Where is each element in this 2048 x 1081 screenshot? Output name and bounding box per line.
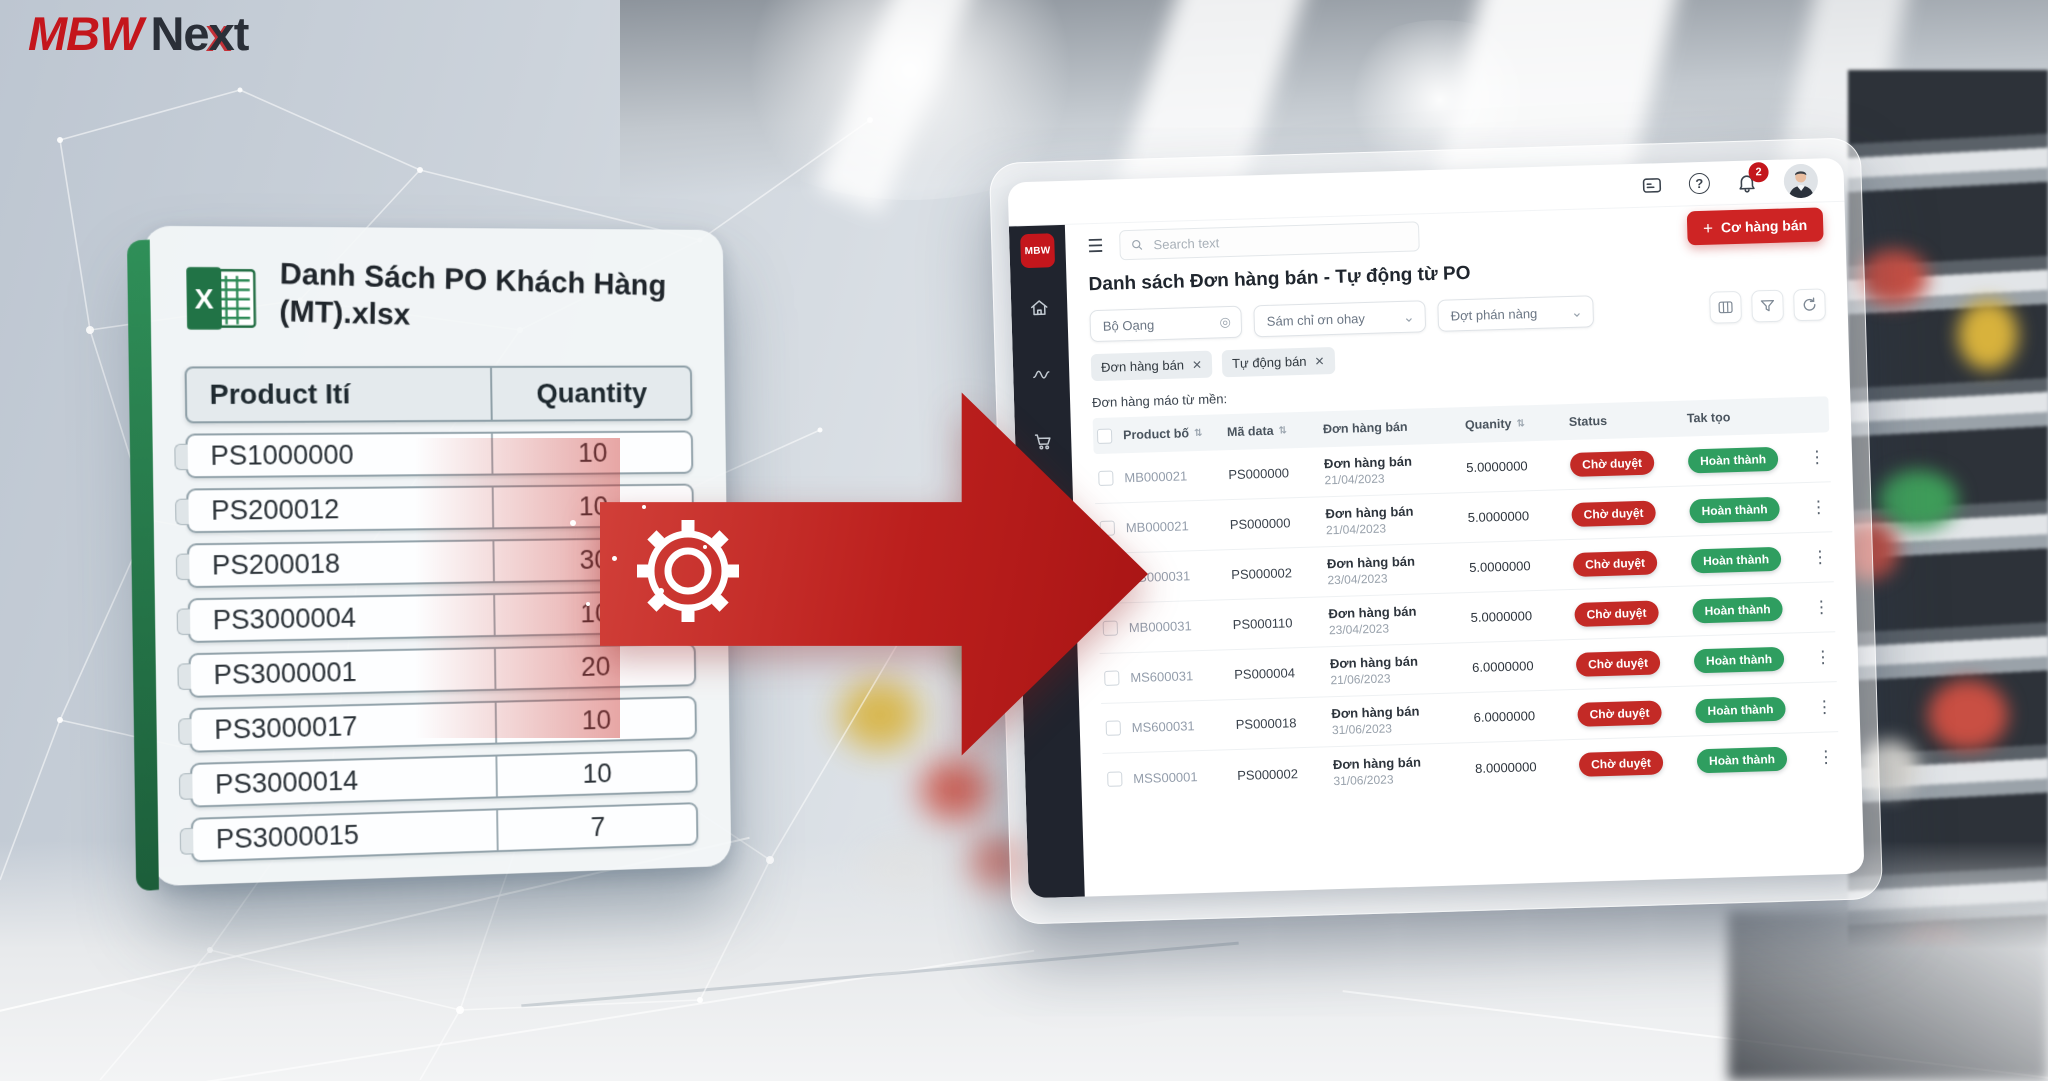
floor-background <box>0 841 2048 1081</box>
kebab-menu-icon[interactable]: ⋮ <box>1814 647 1832 667</box>
result-badge: Hoàn thành <box>1687 446 1779 473</box>
header-order: Đơn hàng bán <box>1322 419 1408 437</box>
filter-funnel-button[interactable] <box>1751 289 1785 323</box>
notification-count-badge: 2 <box>1748 161 1769 183</box>
red-glow-band <box>415 438 620 738</box>
sparkle <box>570 520 576 526</box>
apps-card-icon[interactable] <box>1641 174 1664 197</box>
plus-icon: + <box>1702 218 1714 238</box>
kebab-menu-icon[interactable]: ⋮ <box>1811 547 1829 567</box>
result-badge: Hoàn thành <box>1693 646 1785 673</box>
excel-file-card: X Danh Sách PO Khách Hàng (MT).xlsx Prod… <box>143 225 732 887</box>
sort-icon: ⇅ <box>1193 427 1203 439</box>
mbw-next-logo: MBW Next <box>28 7 249 60</box>
shelf-base-shadow <box>1728 911 2048 1081</box>
header-code[interactable]: Mã data ⇅ <box>1226 423 1288 440</box>
header-actions: Tak tọo <box>1686 410 1731 426</box>
filters-row: Bộ Oạng ◎ Sám chỉ ơn ohay ⌄ Đợt phán nàn… <box>1089 295 1595 343</box>
result-badge: Hoàn thành <box>1690 546 1782 573</box>
filter-chip[interactable]: Tự động bán ✕ <box>1221 346 1335 378</box>
sidebar-item-reports[interactable] <box>1031 364 1052 390</box>
help-icon[interactable]: ? <box>1688 172 1711 195</box>
shelf-product-blob <box>1928 680 2008 750</box>
sort-icon: ⇅ <box>1516 417 1526 430</box>
excel-icon: X <box>186 257 260 340</box>
sparkle <box>642 505 646 509</box>
result-badge: Hoàn thành <box>1692 596 1783 623</box>
status-badge: Chờ duyệt <box>1574 599 1659 627</box>
hamburger-menu-icon[interactable]: ☰ <box>1087 235 1104 257</box>
shelf-product-blob <box>1878 470 1958 530</box>
header-status: Status <box>1568 413 1608 430</box>
close-icon[interactable]: ✕ <box>1314 353 1325 369</box>
target-icon: ◎ <box>1219 314 1232 330</box>
refresh-button[interactable] <box>1793 288 1827 322</box>
transfer-arrow <box>600 385 1148 763</box>
status-badge: Chờ duyệt <box>1571 499 1656 527</box>
app-topbar: ? 2 <box>1007 157 1845 227</box>
sidebar-item-home[interactable] <box>1029 297 1050 323</box>
row-checkbox[interactable] <box>1107 770 1123 787</box>
shelf-product-blob <box>1958 300 2018 370</box>
excel-filename: Danh Sách PO Khách Hàng (MT).xlsx <box>279 257 667 332</box>
status-badge: Chờ duyệt <box>1575 649 1661 677</box>
notifications-bell-icon[interactable]: 2 <box>1736 161 1769 194</box>
excel-product-cell: PS3000015 <box>215 819 360 855</box>
table-action-buttons <box>1709 288 1827 324</box>
sidebar-mbw-logo[interactable]: MBW <box>1020 233 1056 269</box>
header-quantity[interactable]: Quanity ⇅ <box>1464 416 1526 433</box>
filter-preset[interactable]: Bộ Oạng ◎ <box>1089 305 1243 343</box>
sidebar-item-orders[interactable] <box>1033 431 1054 457</box>
kebab-menu-icon[interactable]: ⋮ <box>1815 697 1834 717</box>
shelf-product-blob <box>1858 250 1928 305</box>
filter-chip[interactable]: Đơn hàng bán ✕ <box>1090 350 1213 382</box>
chevron-down-icon: ⌄ <box>1570 303 1583 320</box>
result-badge: Hoàn thành <box>1689 496 1780 523</box>
kebab-menu-icon[interactable]: ⋮ <box>1809 497 1828 517</box>
excel-col-product: Product Ití <box>209 378 351 411</box>
app-toolbar: ☰ + Cơ hàng bán <box>1087 202 1824 268</box>
chevron-down-icon: ⌄ <box>1402 308 1415 325</box>
sort-icon: ⇅ <box>1278 424 1288 437</box>
logo-mbw: MBW <box>28 7 143 60</box>
svg-text:X: X <box>194 283 214 314</box>
light-glow <box>1330 20 1550 180</box>
kebab-menu-icon[interactable]: ⋮ <box>1812 597 1831 617</box>
active-filter-chips: Đơn hàng bán ✕ Tự động bán ✕ <box>1090 332 1827 382</box>
filter-select-batch[interactable]: Đợt phán nàng ⌄ <box>1437 295 1595 332</box>
columns-settings-button[interactable] <box>1709 290 1743 324</box>
create-sales-order-button[interactable]: + Cơ hàng bán <box>1686 207 1824 246</box>
filter-select-type[interactable]: Sám chỉ ơn ohay ⌄ <box>1253 300 1427 338</box>
sparkle <box>703 545 707 549</box>
status-badge: Chờ duyệt <box>1569 450 1655 477</box>
excel-product-cell: PS3000014 <box>214 764 359 800</box>
sparkle <box>586 602 590 606</box>
status-badge: Chờ duyệt <box>1572 549 1658 577</box>
excel-quantity-cell: 7 <box>496 804 697 851</box>
status-badge: Chờ duyệt <box>1578 750 1664 777</box>
app-main: ☰ + Cơ hàng bán Danh sách Đơn hàng bán -… <box>1065 202 1865 897</box>
excel-row: PS3000015 7 <box>190 802 699 863</box>
status-badge: Chờ duyệt <box>1577 699 1662 727</box>
light-glow <box>700 0 1120 200</box>
gear-icon <box>637 520 739 622</box>
result-badge: Hoàn thành <box>1696 746 1788 774</box>
user-avatar[interactable] <box>1783 163 1819 199</box>
search-input[interactable] <box>1151 228 1409 253</box>
kebab-menu-icon[interactable]: ⋮ <box>1817 747 1835 768</box>
global-search[interactable] <box>1119 221 1420 261</box>
sparkle <box>612 556 617 561</box>
sparkle <box>658 588 664 594</box>
search-icon <box>1132 239 1143 250</box>
result-badge: Hoàn thành <box>1695 696 1786 723</box>
kebab-menu-icon[interactable]: ⋮ <box>1808 447 1826 467</box>
close-icon[interactable]: ✕ <box>1191 357 1203 372</box>
shelf-product-blob <box>1858 740 1918 795</box>
